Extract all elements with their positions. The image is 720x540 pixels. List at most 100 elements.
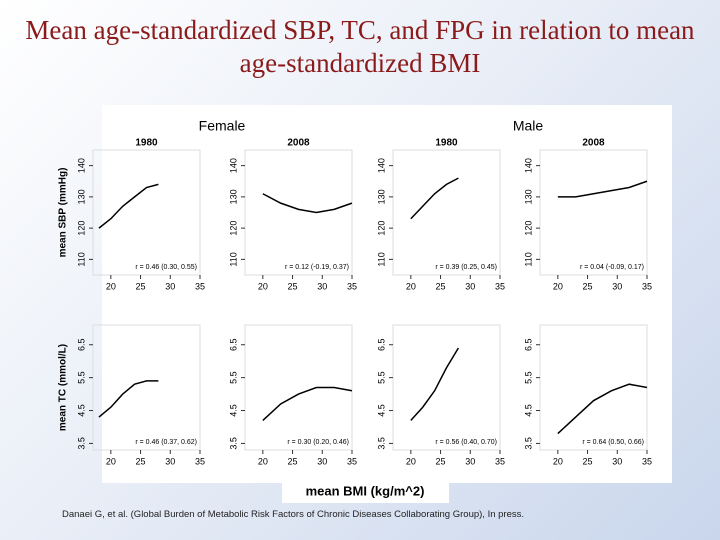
y-tick-label: 4.5 xyxy=(523,404,533,417)
fit-line xyxy=(262,193,353,214)
panel: 20 25 30 35 3.5 4.5 5.5 6.5 r = 0.30 (0.20, 0.46… xyxy=(228,324,357,466)
x-tick-label: 35 xyxy=(347,281,357,291)
panel: mean TC (mmol/L) 20 25 30 35 3.5 4.5 5.5 6.5 r = … xyxy=(58,324,205,466)
x-tick-label: 20 xyxy=(406,281,416,291)
group-label: Female xyxy=(199,118,246,134)
x-tick-label: 20 xyxy=(106,281,116,291)
y-tick-label: 110 xyxy=(228,252,238,266)
x-tick-label: 35 xyxy=(195,281,205,291)
x-axis-label: mean BMI (kg/m^2) xyxy=(306,483,425,498)
y-tick-label: 3.5 xyxy=(376,437,386,450)
annotation: r = 0.04 (-0.09, 0.17) xyxy=(580,264,644,271)
x-tick-label: 30 xyxy=(465,281,475,291)
y-tick-label: 4.5 xyxy=(376,404,386,417)
figure-background xyxy=(102,105,672,483)
annotation: r = 0.12 (-0.19, 0.37) xyxy=(285,264,349,271)
panel-title: 2008 xyxy=(287,138,310,149)
x-tick-label: 35 xyxy=(642,281,652,291)
y-tick-label: 5.5 xyxy=(228,371,238,384)
y-tick-label: 130 xyxy=(376,189,386,204)
annotation: r = 0.46 (0.30, 0.55) xyxy=(135,264,197,271)
y-tick-label: 130 xyxy=(523,189,533,204)
y-tick-label: 140 xyxy=(228,158,238,173)
annotation: r = 0.64 (0.50, 0.66) xyxy=(582,439,644,446)
y-tick-label: 6.5 xyxy=(523,338,533,351)
y-tick-label: 5.5 xyxy=(76,371,86,384)
y-tick-label: 5.5 xyxy=(376,371,386,384)
fit-line xyxy=(98,183,159,229)
x-tick-label: 20 xyxy=(106,456,116,466)
x-tick-label: 20 xyxy=(553,281,563,291)
x-tick-label: 25 xyxy=(583,281,593,291)
x-tick-label: 20 xyxy=(406,456,416,466)
fit-line xyxy=(557,383,648,435)
y-tick-label: 110 xyxy=(76,252,86,266)
y-tick-label: 3.5 xyxy=(523,437,533,450)
x-tick-label: 30 xyxy=(317,456,327,466)
y-tick-label: 110 xyxy=(523,252,533,266)
panel: 2008 20 25 30 35 110 120 130 140 r = 0.12 (-0.19,… xyxy=(228,138,357,292)
panel-title: 1980 xyxy=(435,138,458,149)
x-tick-label: 35 xyxy=(495,456,505,466)
y-tick-label: 3.5 xyxy=(228,437,238,450)
x-tick-label: 25 xyxy=(583,456,593,466)
panel: 20 25 30 35 3.5 4.5 5.5 6.5 r = 0.64 (0.50, 0.66… xyxy=(523,324,652,466)
plot-frame xyxy=(392,324,501,451)
fit-line xyxy=(557,180,648,198)
annotation: r = 0.39 (0.25, 0.45) xyxy=(435,264,497,271)
x-tick-label: 35 xyxy=(195,456,205,466)
citation: Danaei G, et al. (Global Burden of Metab… xyxy=(62,509,525,520)
x-tick-label: 35 xyxy=(347,456,357,466)
y-axis-label: mean SBP (mmHg) xyxy=(58,168,69,258)
y-tick-label: 120 xyxy=(76,221,86,236)
fit-line xyxy=(98,380,159,418)
x-tick-label: 35 xyxy=(642,456,652,466)
x-tick-label: 20 xyxy=(258,281,268,291)
fit-line xyxy=(262,386,353,421)
plot-frame xyxy=(92,324,201,451)
panel-title: 2008 xyxy=(582,138,605,149)
x-tick-label: 30 xyxy=(165,281,175,291)
plot-frame xyxy=(244,149,353,276)
plot-frame xyxy=(92,149,201,276)
fit-line xyxy=(410,177,459,220)
x-tick-label: 30 xyxy=(612,456,622,466)
x-tick-label: 20 xyxy=(553,456,563,466)
y-tick-label: 6.5 xyxy=(376,338,386,351)
panel: 2008 20 25 30 35 110 120 130 140 r = 0.04 (-0.09,… xyxy=(523,138,652,292)
panel-title: 1980 xyxy=(135,138,158,149)
y-tick-label: 3.5 xyxy=(76,437,86,450)
annotation: r = 0.56 (0.40, 0.70) xyxy=(435,439,497,446)
x-tick-label: 30 xyxy=(612,281,622,291)
annotation: r = 0.46 (0.37, 0.62) xyxy=(135,439,197,446)
x-tick-label: 35 xyxy=(495,281,505,291)
y-tick-label: 5.5 xyxy=(523,371,533,384)
y-tick-label: 120 xyxy=(228,221,238,236)
panel: 1980 20 25 30 35 110 120 130 140 r = 0.39 (0.25, … xyxy=(376,138,505,292)
y-tick-label: 140 xyxy=(376,158,386,173)
fit-line xyxy=(410,347,460,421)
x-tick-label: 25 xyxy=(288,456,298,466)
plot-frame xyxy=(539,149,648,276)
x-tick-label: 20 xyxy=(258,456,268,466)
panel: 20 25 30 35 3.5 4.5 5.5 6.5 r = 0.56 (0.40, 0.70… xyxy=(376,324,505,466)
y-tick-label: 6.5 xyxy=(76,338,86,351)
y-tick-label: 140 xyxy=(523,158,533,173)
x-tick-label: 25 xyxy=(436,456,446,466)
y-tick-label: 130 xyxy=(228,189,238,204)
x-tick-label: 25 xyxy=(436,281,446,291)
x-tick-label: 25 xyxy=(136,456,146,466)
y-tick-label: 130 xyxy=(76,189,86,204)
x-tick-label: 30 xyxy=(465,456,475,466)
plot-frame xyxy=(244,324,353,451)
panel: 1980 mean SBP (mmHg) 20 25 30 35 110 120 130 140 r… xyxy=(58,138,205,292)
y-tick-label: 120 xyxy=(376,221,386,236)
group-label: Male xyxy=(513,118,544,134)
x-tick-label: 30 xyxy=(317,281,327,291)
y-tick-label: 110 xyxy=(376,252,386,266)
x-tick-label: 30 xyxy=(165,456,175,466)
x-tick-label: 25 xyxy=(136,281,146,291)
x-tick-label: 25 xyxy=(288,281,298,291)
